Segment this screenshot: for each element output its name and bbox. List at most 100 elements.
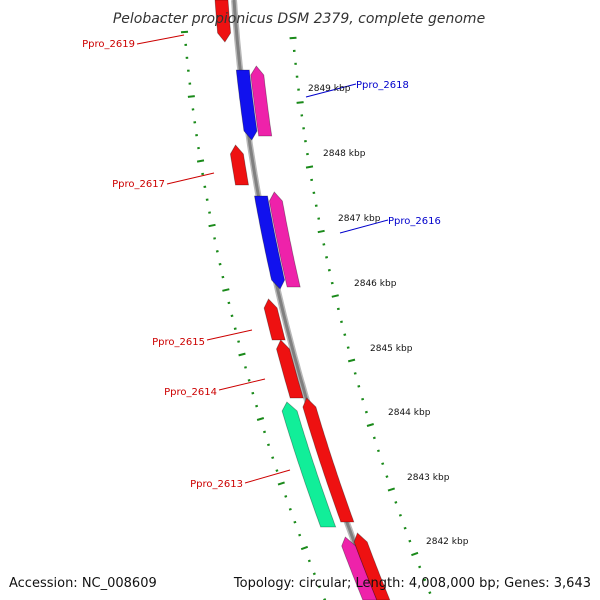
- tick-major: [187, 95, 195, 98]
- gene-ppro-2618-blue: [235, 69, 258, 141]
- labels: Pelobacter propionicus DSM 2379, complet…: [9, 11, 591, 591]
- tick-minor: [325, 256, 329, 259]
- tick-minor: [251, 391, 255, 395]
- gene-label-ppro-2616[interactable]: Ppro_2616: [388, 216, 441, 227]
- tick-major: [347, 358, 356, 363]
- tick-minor: [244, 366, 247, 369]
- tick-label-2846: 2846 kbp: [354, 279, 397, 289]
- tick-minor: [381, 462, 385, 466]
- tick-minor: [317, 585, 321, 589]
- gene-next-red: [353, 532, 391, 600]
- tick-minor: [398, 513, 402, 517]
- gene-ppro-2616-blue: [254, 195, 286, 290]
- tick-minor: [423, 578, 427, 582]
- tick-minor: [230, 314, 234, 318]
- tick-minor: [322, 243, 326, 246]
- tick-major: [256, 417, 265, 421]
- tick-major: [196, 159, 205, 163]
- gene-features: [214, 0, 391, 600]
- gene-ppro-2615: [263, 298, 286, 341]
- tick-minor: [403, 526, 407, 530]
- gene-label-ppro-2615[interactable]: Ppro_2615: [152, 337, 205, 348]
- map-title: Pelobacter propionicus DSM 2379, complet…: [113, 11, 485, 27]
- tick-minor: [247, 379, 251, 382]
- tick-major: [411, 551, 419, 557]
- tick-minor: [343, 333, 347, 336]
- tick-minor: [255, 404, 259, 408]
- tick-minor: [312, 572, 316, 576]
- tick-minor: [330, 281, 334, 285]
- tick-minor: [288, 507, 292, 511]
- tick-marks: [136, 30, 432, 600]
- gene-label-ppro-2618[interactable]: Ppro_2618: [356, 80, 409, 91]
- gene-label-ppro-2619[interactable]: Ppro_2619: [82, 39, 135, 50]
- tick-major: [180, 30, 189, 34]
- tick-major: [317, 229, 325, 234]
- genome-summary-text: Topology: circular; Length: 4,008,000 bp…: [233, 576, 591, 591]
- gene-label-ppro-2617[interactable]: Ppro_2617: [112, 179, 165, 190]
- leader-ppro-2616: [339, 219, 389, 234]
- gene-ppro-2616-pink: [268, 191, 301, 288]
- tick-label-2842: 2842 kbp: [426, 537, 469, 547]
- tick-minor: [418, 565, 422, 569]
- tick-major: [222, 288, 230, 292]
- leader-ppro-2619: [136, 34, 185, 45]
- tick-minor: [262, 430, 267, 434]
- tick-major: [208, 223, 216, 228]
- tick-major: [366, 423, 374, 427]
- tick-minor: [266, 443, 271, 447]
- gene-ppro-2617: [229, 144, 249, 186]
- tick-major: [387, 487, 396, 492]
- tick-minor: [346, 346, 350, 349]
- gene-label-ppro-2613[interactable]: Ppro_2613: [190, 479, 243, 490]
- gene-ppro-2613-red: [302, 397, 355, 523]
- tick-minor: [357, 385, 361, 388]
- tick-minor: [215, 250, 219, 253]
- tick-major: [300, 545, 309, 551]
- tick-minor: [298, 533, 302, 537]
- gene-label-ppro-2614[interactable]: Ppro_2614: [164, 387, 217, 398]
- leader-ppro-2618: [305, 83, 357, 98]
- gene-ppro-2614: [276, 339, 304, 399]
- tick-minor: [408, 539, 412, 543]
- tick-minor: [237, 340, 241, 343]
- tick-minor: [361, 397, 365, 401]
- tick-major: [277, 481, 285, 486]
- tick-minor: [336, 307, 340, 311]
- tick-minor: [284, 495, 288, 498]
- tick-label-2844: 2844 kbp: [388, 408, 431, 418]
- tick-minor: [221, 275, 225, 279]
- tick-minor: [218, 262, 222, 266]
- tick-minor: [307, 559, 311, 563]
- tick-minor: [227, 301, 231, 305]
- leader-ppro-2615: [206, 329, 253, 341]
- tick-minor: [394, 501, 398, 504]
- tick-label-2849: 2849 kbp: [308, 84, 351, 94]
- leader-ppro-2613: [244, 469, 291, 484]
- gene-next-pink: [341, 536, 378, 600]
- tick-label-2848: 2848 kbp: [323, 149, 366, 159]
- gene-ppro-2618-pink: [250, 65, 273, 137]
- gene-ppro-2613-cyan: [281, 401, 337, 528]
- tick-label-2843: 2843 kbp: [407, 473, 450, 483]
- tick-minor: [327, 268, 331, 272]
- tick-minor: [353, 372, 357, 375]
- tick-minor: [340, 320, 343, 324]
- leader-ppro-2614: [218, 378, 266, 391]
- tick-minor: [364, 410, 368, 414]
- gene-ppro-2619: [214, 0, 232, 43]
- tick-major: [296, 101, 304, 104]
- tick-major: [305, 165, 314, 169]
- tick-minor: [293, 520, 297, 524]
- tick-major: [289, 36, 297, 40]
- tick-minor: [275, 469, 279, 472]
- tick-minor: [372, 436, 376, 440]
- tick-minor: [428, 591, 432, 595]
- tick-minor: [376, 449, 380, 453]
- accession-text: Accession: NC_008609: [9, 576, 157, 591]
- tick-label-2845: 2845 kbp: [370, 344, 413, 354]
- leader-ppro-2617: [166, 172, 215, 185]
- tick-major: [331, 294, 339, 298]
